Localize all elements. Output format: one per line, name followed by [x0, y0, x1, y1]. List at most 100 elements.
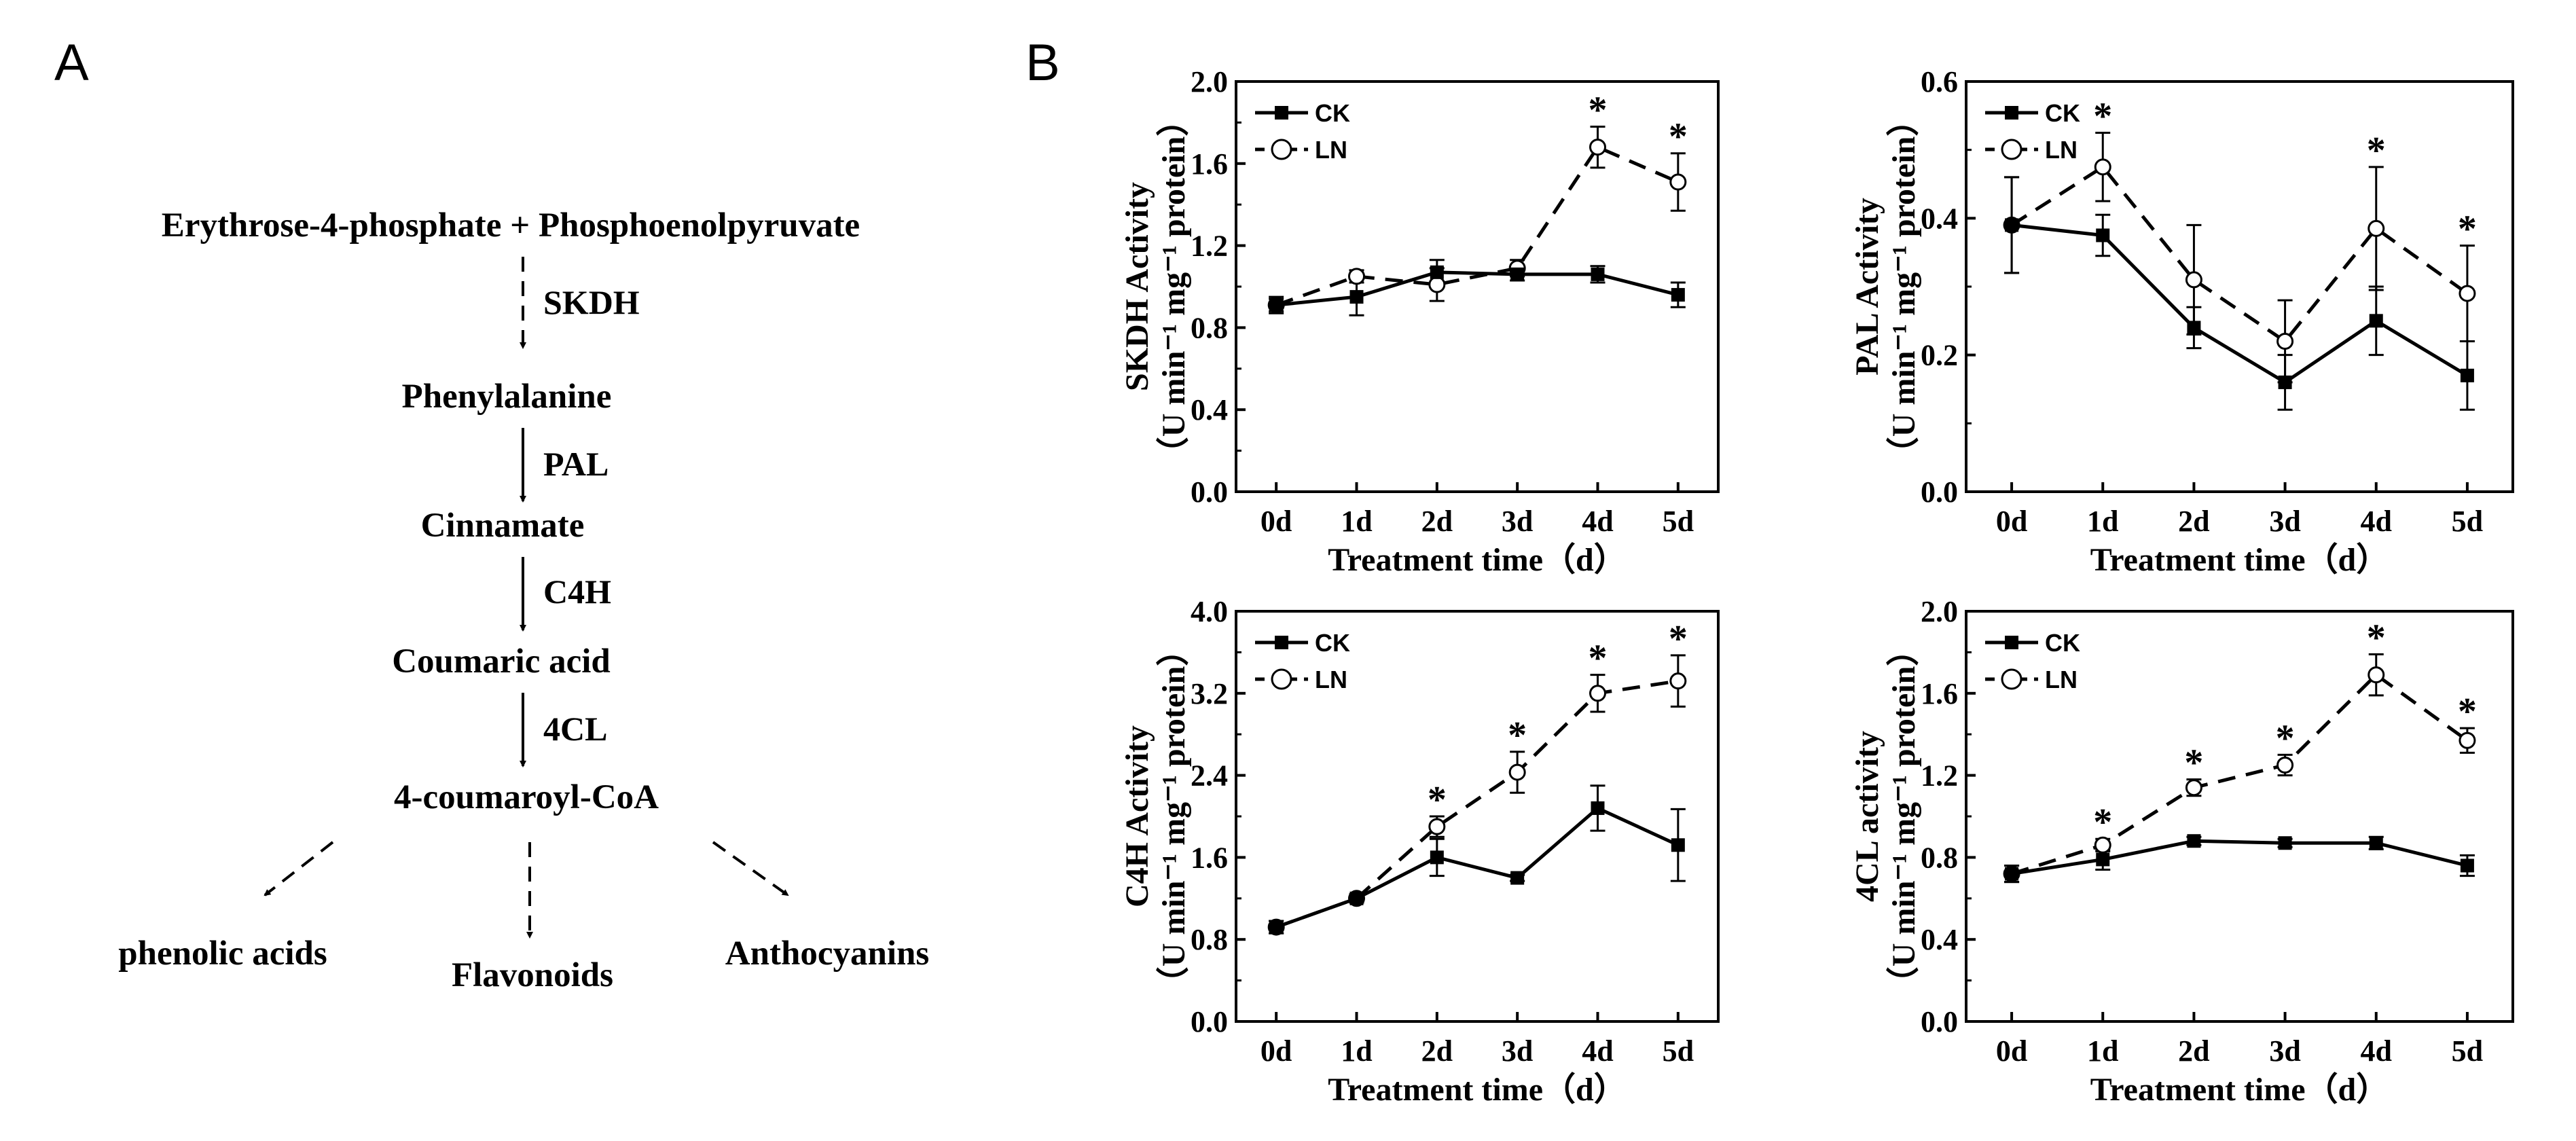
arrow-to-phenolic-acids: [264, 841, 334, 896]
ck-point: [1510, 267, 1525, 281]
y-tick-label: 3.2: [1191, 677, 1228, 710]
x-tick-label: 2d: [1421, 1034, 1453, 1068]
y-axis-title: 4CL activity: [1849, 731, 1885, 902]
x-tick-label: 1d: [1341, 505, 1372, 538]
ln-point: [2368, 219, 2385, 237]
arrow-to-anthocyanins: [712, 841, 789, 896]
ln-point: [1428, 818, 1446, 835]
ln-point: [2185, 779, 2202, 797]
ck-point: [2369, 836, 2383, 850]
y-axis-units: （U min⁻¹ mg⁻¹ protein）: [1886, 104, 1922, 470]
enzyme-4cl: 4CL: [543, 710, 607, 748]
y-tick-label: 4.0: [1191, 595, 1228, 628]
significance-star: *: [2367, 130, 2386, 172]
significance-star: *: [1669, 618, 1688, 660]
y-tick-label: 0.0: [1921, 475, 1958, 509]
y-tick-label: 0.2: [1921, 339, 1958, 372]
y-axis-units: （U min⁻¹ mg⁻¹ protein）: [1156, 104, 1192, 470]
node-phenylalanine: Phenylalanine: [402, 378, 612, 416]
chart-skdh: 0.0 0.4 0.8 1.2 1.6 2.0 0d 1d 2d 3d 4d 5d Treatment …: [1119, 65, 1720, 578]
enzyme-pal: PAL: [543, 445, 609, 483]
y-tick-label: 0.4: [1191, 393, 1228, 427]
ln-point: [2368, 666, 2385, 684]
legend-ck-label: CK: [1315, 629, 1350, 657]
y-axis-units: （U min⁻¹ mg⁻¹ protein）: [1156, 634, 1192, 1000]
node-coumaric-acid: Coumaric acid: [392, 642, 611, 681]
y-axis-units: （U min⁻¹ mg⁻¹ protein）: [1886, 634, 1922, 1000]
significance-star: *: [1589, 89, 1608, 131]
ck-point: [1510, 871, 1525, 885]
x-tick-label: 4d: [1582, 1034, 1613, 1068]
ck-point: [1269, 298, 1284, 312]
ck-point: [2187, 321, 2201, 335]
significance-star: *: [1589, 638, 1608, 680]
ck-point: [2005, 867, 2019, 881]
y-axis-title: PAL Activity: [1849, 198, 1885, 376]
ln-point: [1669, 173, 1687, 191]
y-tick-label: 0.0: [1191, 475, 1228, 509]
x-tick-label: 1d: [1341, 1034, 1372, 1068]
ln-point: [1589, 685, 1606, 702]
y-tick-label: 0.4: [1921, 202, 1958, 235]
x-tick-label: 0d: [1996, 505, 2027, 538]
legend-ck-label: CK: [2045, 99, 2080, 127]
significance-star: *: [2184, 742, 2203, 784]
significance-star: *: [2276, 717, 2295, 759]
ck-line: [1275, 805, 1679, 929]
panel-a-label: A: [54, 34, 89, 92]
ck-point: [1430, 265, 1444, 279]
legend-ln-marker: [2001, 139, 2022, 160]
node-coumaroyl-coa: 4-coumaroyl-CoA: [394, 778, 659, 816]
ln-point: [2459, 731, 2476, 749]
ln-line: [1275, 145, 1679, 307]
ck-point: [1269, 920, 1284, 935]
x-tick-label: 1d: [2087, 1034, 2118, 1068]
legend-ln-label: LN: [2045, 136, 2078, 164]
ck-point: [2369, 314, 2383, 328]
x-tick-label: 0d: [1260, 505, 1292, 538]
significance-star: *: [1508, 714, 1527, 757]
x-tick-label: 0d: [1996, 1034, 2027, 1068]
node-cinnamate: Cinnamate: [421, 507, 585, 545]
ln-point: [1508, 763, 1526, 781]
ck-point: [2096, 228, 2110, 242]
significance-star: *: [2093, 801, 2112, 844]
x-tick-label: 5d: [1663, 1034, 1694, 1068]
ck-point: [1430, 850, 1444, 865]
x-tick-label: 5d: [2452, 505, 2483, 538]
significance-star: *: [2367, 617, 2386, 659]
panel-a: A Erythrose-4-phosphate + Phosphoenolpyr…: [54, 34, 929, 994]
ln-point: [1428, 276, 1446, 293]
x-tick-label: 3d: [2269, 505, 2300, 538]
ck-point: [1671, 288, 1685, 302]
x-tick-label: 4d: [2361, 505, 2392, 538]
y-tick-label: 0.8: [1921, 841, 1958, 874]
legend-ck-marker: [2005, 636, 2018, 649]
ck-point: [2096, 852, 2110, 867]
x-axis-title: Treatment time（d）: [2090, 1072, 2389, 1108]
y-tick-label: 1.6: [1191, 841, 1228, 874]
x-tick-label: 5d: [2452, 1034, 2483, 1068]
legend-ln-label: LN: [1315, 136, 1347, 164]
ck-point: [2278, 836, 2292, 850]
ck-point: [1349, 891, 1364, 905]
y-axis-title: C4H Activity: [1119, 725, 1155, 907]
x-tick-label: 4d: [1582, 505, 1613, 538]
x-tick-label: 3d: [2269, 1034, 2300, 1068]
y-tick-label: 0.4: [1921, 923, 1958, 956]
x-tick-label: 2d: [2178, 505, 2209, 538]
y-tick-label: 0.0: [1921, 1005, 1958, 1038]
y-tick-label: 1.2: [1921, 759, 1958, 793]
legend-ck-label: CK: [2045, 629, 2080, 657]
legend-ln-label: LN: [2045, 666, 2078, 693]
node-erythrose: Erythrose-4-phosphate + Phosphoenolpyruv…: [162, 206, 860, 244]
y-axis-title: SKDH Activity: [1119, 182, 1155, 391]
ck-point: [2278, 375, 2292, 389]
chart-pal: 0.0 0.2 0.4 0.6 0d 1d 2d 3d 4d 5d Treatment time（d…: [1849, 65, 2514, 578]
x-tick-label: 3d: [1502, 1034, 1533, 1068]
x-tick-label: 4d: [2361, 1034, 2392, 1068]
chart-4cl: 0.0 0.4 0.8 1.2 1.6 2.0 0d 1d 2d 3d 4d 5d Treatment …: [1849, 595, 2514, 1108]
ck-point: [1349, 290, 1364, 304]
ln-point: [1669, 672, 1687, 690]
